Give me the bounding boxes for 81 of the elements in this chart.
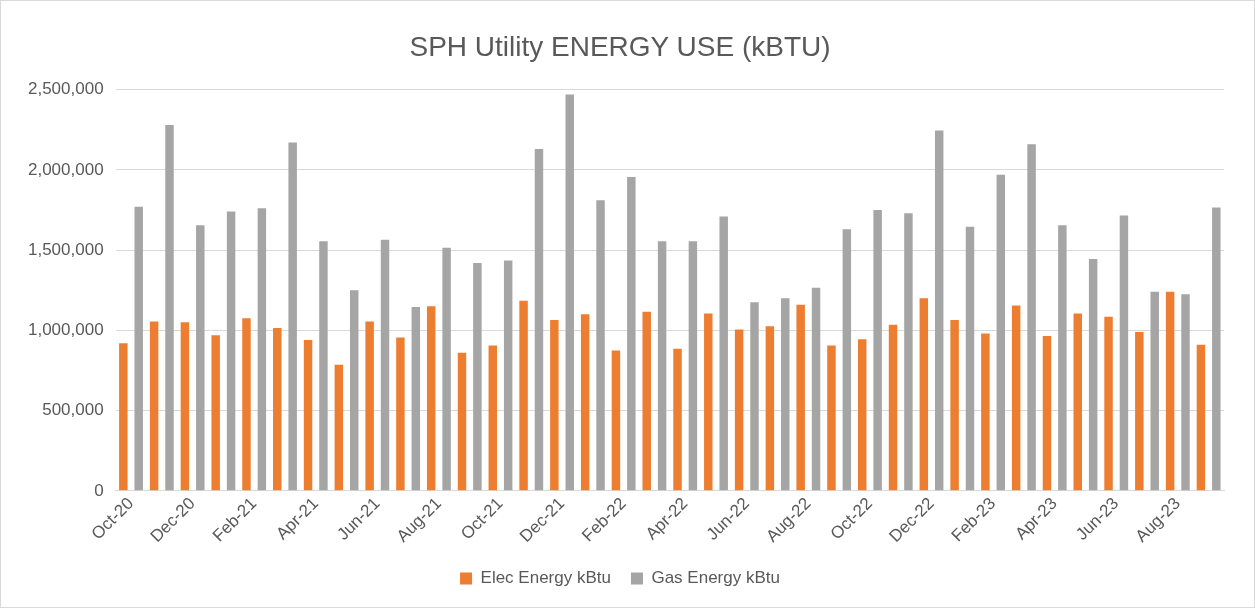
bar <box>273 327 282 491</box>
bar <box>934 130 944 491</box>
bar <box>411 307 421 491</box>
bar <box>350 290 359 491</box>
bar <box>657 241 667 491</box>
bar <box>519 300 528 491</box>
bar <box>426 306 436 491</box>
bar <box>226 211 236 491</box>
bar <box>473 262 482 491</box>
bar <box>950 319 959 491</box>
bar <box>719 216 728 491</box>
bar <box>334 364 344 491</box>
bar <box>642 311 651 491</box>
legend-label: Gas Energy kBtu <box>651 568 780 588</box>
y-tick-label: 1,500,000 <box>27 239 104 259</box>
bar <box>149 321 159 491</box>
bar <box>380 239 390 491</box>
bar <box>611 350 621 491</box>
bar <box>1088 258 1098 491</box>
bar <box>1073 313 1082 491</box>
bar <box>996 174 1006 491</box>
bar <box>1181 294 1190 491</box>
bar <box>1196 344 1206 491</box>
bar <box>488 345 498 491</box>
bar <box>457 352 467 491</box>
bar <box>503 260 513 491</box>
bar <box>288 142 297 491</box>
bar <box>180 322 190 491</box>
bar <box>904 213 913 491</box>
bar <box>981 333 990 491</box>
bar <box>1165 291 1175 491</box>
bar <box>842 229 852 491</box>
bar <box>765 326 775 491</box>
bar <box>888 324 898 491</box>
bar <box>796 304 805 491</box>
bar <box>242 318 251 491</box>
bar <box>580 314 590 491</box>
legend-label: Elec Energy kBtu <box>480 568 611 588</box>
bar <box>688 241 698 491</box>
bar <box>365 321 374 491</box>
bar <box>1104 316 1113 491</box>
bar <box>1058 225 1067 491</box>
bar <box>119 343 128 491</box>
bar <box>534 148 544 491</box>
bar <box>1212 207 1221 491</box>
bar <box>303 339 313 491</box>
y-tick-label: 1,000,000 <box>27 320 104 340</box>
bar <box>1027 144 1036 491</box>
bar <box>442 247 451 491</box>
bar <box>673 348 682 491</box>
bar <box>811 287 821 491</box>
chart-title: SPH Utility ENERGY USE (kBTU) <box>409 30 831 62</box>
bar <box>858 339 867 491</box>
y-tick-label: 0 <box>94 480 104 500</box>
bar <box>965 226 975 491</box>
bar <box>734 329 744 491</box>
bar <box>550 319 559 491</box>
y-tick-label: 2,500,000 <box>27 79 104 99</box>
bar <box>781 298 790 491</box>
bar <box>596 200 605 491</box>
bar <box>627 177 636 491</box>
bar <box>1119 215 1129 491</box>
bar <box>1042 335 1052 491</box>
bar <box>396 337 405 491</box>
bar <box>919 298 929 491</box>
bar <box>827 345 836 491</box>
bar <box>704 313 713 491</box>
bar <box>565 94 574 491</box>
bar <box>1135 331 1144 491</box>
bar <box>319 241 328 491</box>
bar <box>211 335 220 491</box>
y-tick-label: 500,000 <box>42 400 104 420</box>
y-tick-label: 2,000,000 <box>27 159 104 179</box>
bar <box>1150 291 1159 491</box>
bar <box>257 208 267 491</box>
bar <box>750 302 759 491</box>
bar <box>165 124 174 491</box>
bar <box>1011 305 1021 491</box>
bar <box>134 206 143 491</box>
bar <box>873 209 882 491</box>
bar <box>196 225 205 491</box>
